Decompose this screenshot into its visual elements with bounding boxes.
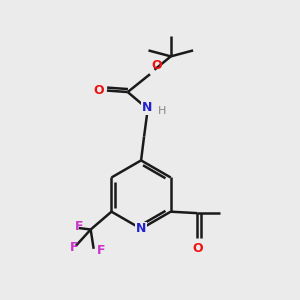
- Text: N: N: [136, 222, 146, 235]
- Text: F: F: [75, 220, 83, 233]
- Text: F: F: [97, 244, 105, 257]
- Text: F: F: [70, 241, 79, 254]
- Text: H: H: [158, 106, 166, 116]
- Text: O: O: [152, 59, 162, 72]
- Text: O: O: [192, 242, 203, 255]
- Text: O: O: [93, 84, 104, 97]
- Text: N: N: [142, 101, 152, 114]
